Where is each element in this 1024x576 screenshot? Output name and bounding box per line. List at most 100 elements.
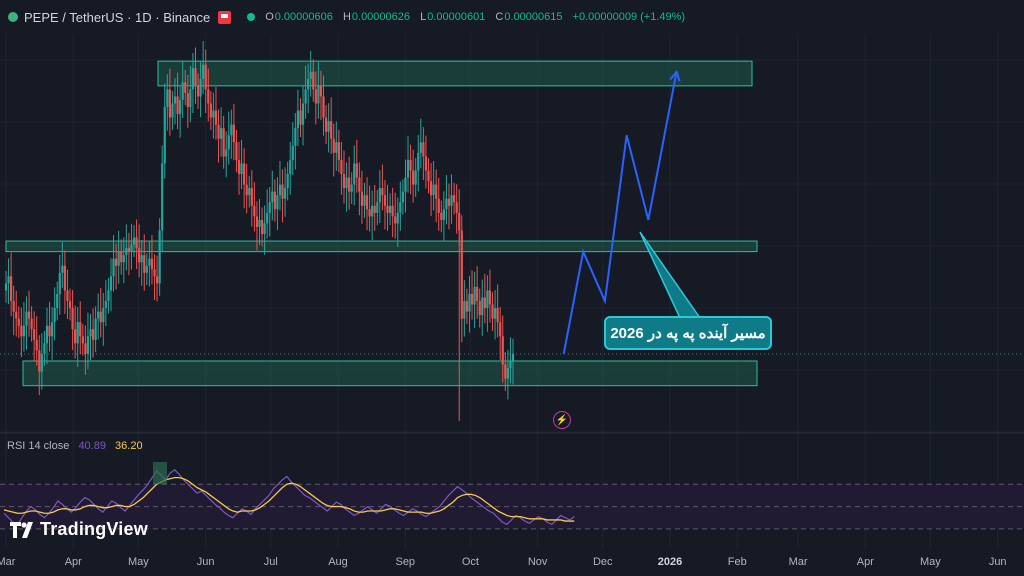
candle-body <box>130 244 133 252</box>
candle-body <box>499 322 502 337</box>
candle-body <box>286 174 289 189</box>
candle-body <box>117 251 120 266</box>
candle-body <box>143 255 146 273</box>
candle-body <box>429 181 433 196</box>
candle-body <box>473 286 476 305</box>
candle-body <box>212 110 215 118</box>
candle-body <box>81 336 84 344</box>
candle-body <box>189 89 192 108</box>
candle-body <box>383 195 387 206</box>
x-tick-label: Mar <box>0 556 16 568</box>
x-tick-label: Feb <box>727 556 747 568</box>
candle-body <box>358 177 361 192</box>
candle-body <box>74 329 77 344</box>
candle-body <box>191 68 195 90</box>
zone-mid <box>5 240 758 253</box>
forecast-arrow-head <box>669 69 681 82</box>
candle-body <box>291 145 294 160</box>
candle-body <box>235 142 238 160</box>
candle-body <box>258 219 261 227</box>
candle-body <box>253 205 256 217</box>
candle-body <box>399 202 402 213</box>
candle-body <box>327 121 330 132</box>
candle-body <box>125 248 128 256</box>
candle-body <box>10 276 13 302</box>
symbol-title[interactable]: PEPE / TetherUS · 1D · Binance <box>24 9 211 25</box>
candle-body <box>168 89 171 118</box>
rsi-legend[interactable]: RSI 14 close 40.89 36.20 <box>7 440 143 452</box>
ohlc-change: +0.00000009 (+1.49%) <box>572 11 686 23</box>
candle-body <box>296 110 300 129</box>
candle-body <box>222 128 225 157</box>
candle-body <box>432 184 435 196</box>
flash-icon[interactable]: ⚡ <box>553 411 571 429</box>
candle-body <box>337 142 340 160</box>
candle-body <box>240 163 243 175</box>
tradingview-logo[interactable]: TradingView <box>10 519 148 540</box>
candle-body <box>488 290 492 305</box>
candle-body <box>91 329 95 340</box>
candle-body <box>127 248 131 252</box>
candle-body <box>391 205 394 217</box>
candle-body <box>396 212 399 224</box>
candle-body <box>20 325 23 337</box>
candle-body <box>27 311 31 319</box>
flag-icon[interactable] <box>218 10 232 24</box>
candle-body <box>179 99 182 115</box>
candle-body <box>455 202 458 213</box>
candle-body <box>89 329 92 337</box>
candle-body <box>373 205 376 213</box>
candle-body <box>406 159 410 178</box>
candle-body <box>22 325 26 337</box>
candle-body <box>76 322 79 344</box>
candle-body <box>486 290 489 309</box>
x-tick-label: Aug <box>328 556 348 568</box>
ohlc-high-key: H <box>342 11 351 23</box>
candle-body <box>99 311 102 323</box>
candle-body <box>217 124 220 139</box>
candle-body <box>458 212 461 231</box>
candle-body <box>511 353 515 361</box>
candle-body <box>61 265 64 273</box>
candle-body <box>363 195 366 206</box>
candle-body <box>4 283 8 291</box>
candle-body <box>260 219 264 234</box>
zone-bottom <box>22 360 758 387</box>
candle-body <box>483 297 486 309</box>
candle-body <box>148 258 151 266</box>
candle-body <box>94 318 97 340</box>
candle-body <box>40 353 43 372</box>
candle-body <box>243 163 246 185</box>
brand-name: TradingView <box>40 519 148 539</box>
x-tick-label: Jun <box>196 556 215 568</box>
candle-body <box>17 318 20 326</box>
candle-body <box>388 205 392 213</box>
candle-body <box>194 68 197 86</box>
candle-body <box>63 265 66 291</box>
candle-body <box>250 188 253 206</box>
candle-body <box>381 188 384 196</box>
candle-body <box>460 230 463 319</box>
candle-body <box>158 230 161 284</box>
candle-body <box>422 142 425 157</box>
candle-body <box>232 124 235 143</box>
candle-body <box>155 276 159 284</box>
ohlc-high-value: 0.00000626 <box>351 11 411 23</box>
forecast-callout[interactable]: مسیر آینده په په در 2026 <box>604 316 772 350</box>
candle-body <box>202 64 205 79</box>
candle-body <box>58 272 61 294</box>
candle-body <box>350 184 353 192</box>
candle-body <box>150 258 154 270</box>
candle-body <box>138 248 141 263</box>
candle-body <box>493 308 497 319</box>
candle-body <box>140 255 143 263</box>
rsi-value: 40.89 <box>78 440 106 452</box>
candle-body <box>481 297 484 316</box>
candle-body <box>153 269 156 277</box>
candle-body <box>319 85 323 97</box>
candle-body <box>450 195 453 206</box>
candle-body <box>115 258 118 266</box>
candle-body <box>394 216 397 224</box>
